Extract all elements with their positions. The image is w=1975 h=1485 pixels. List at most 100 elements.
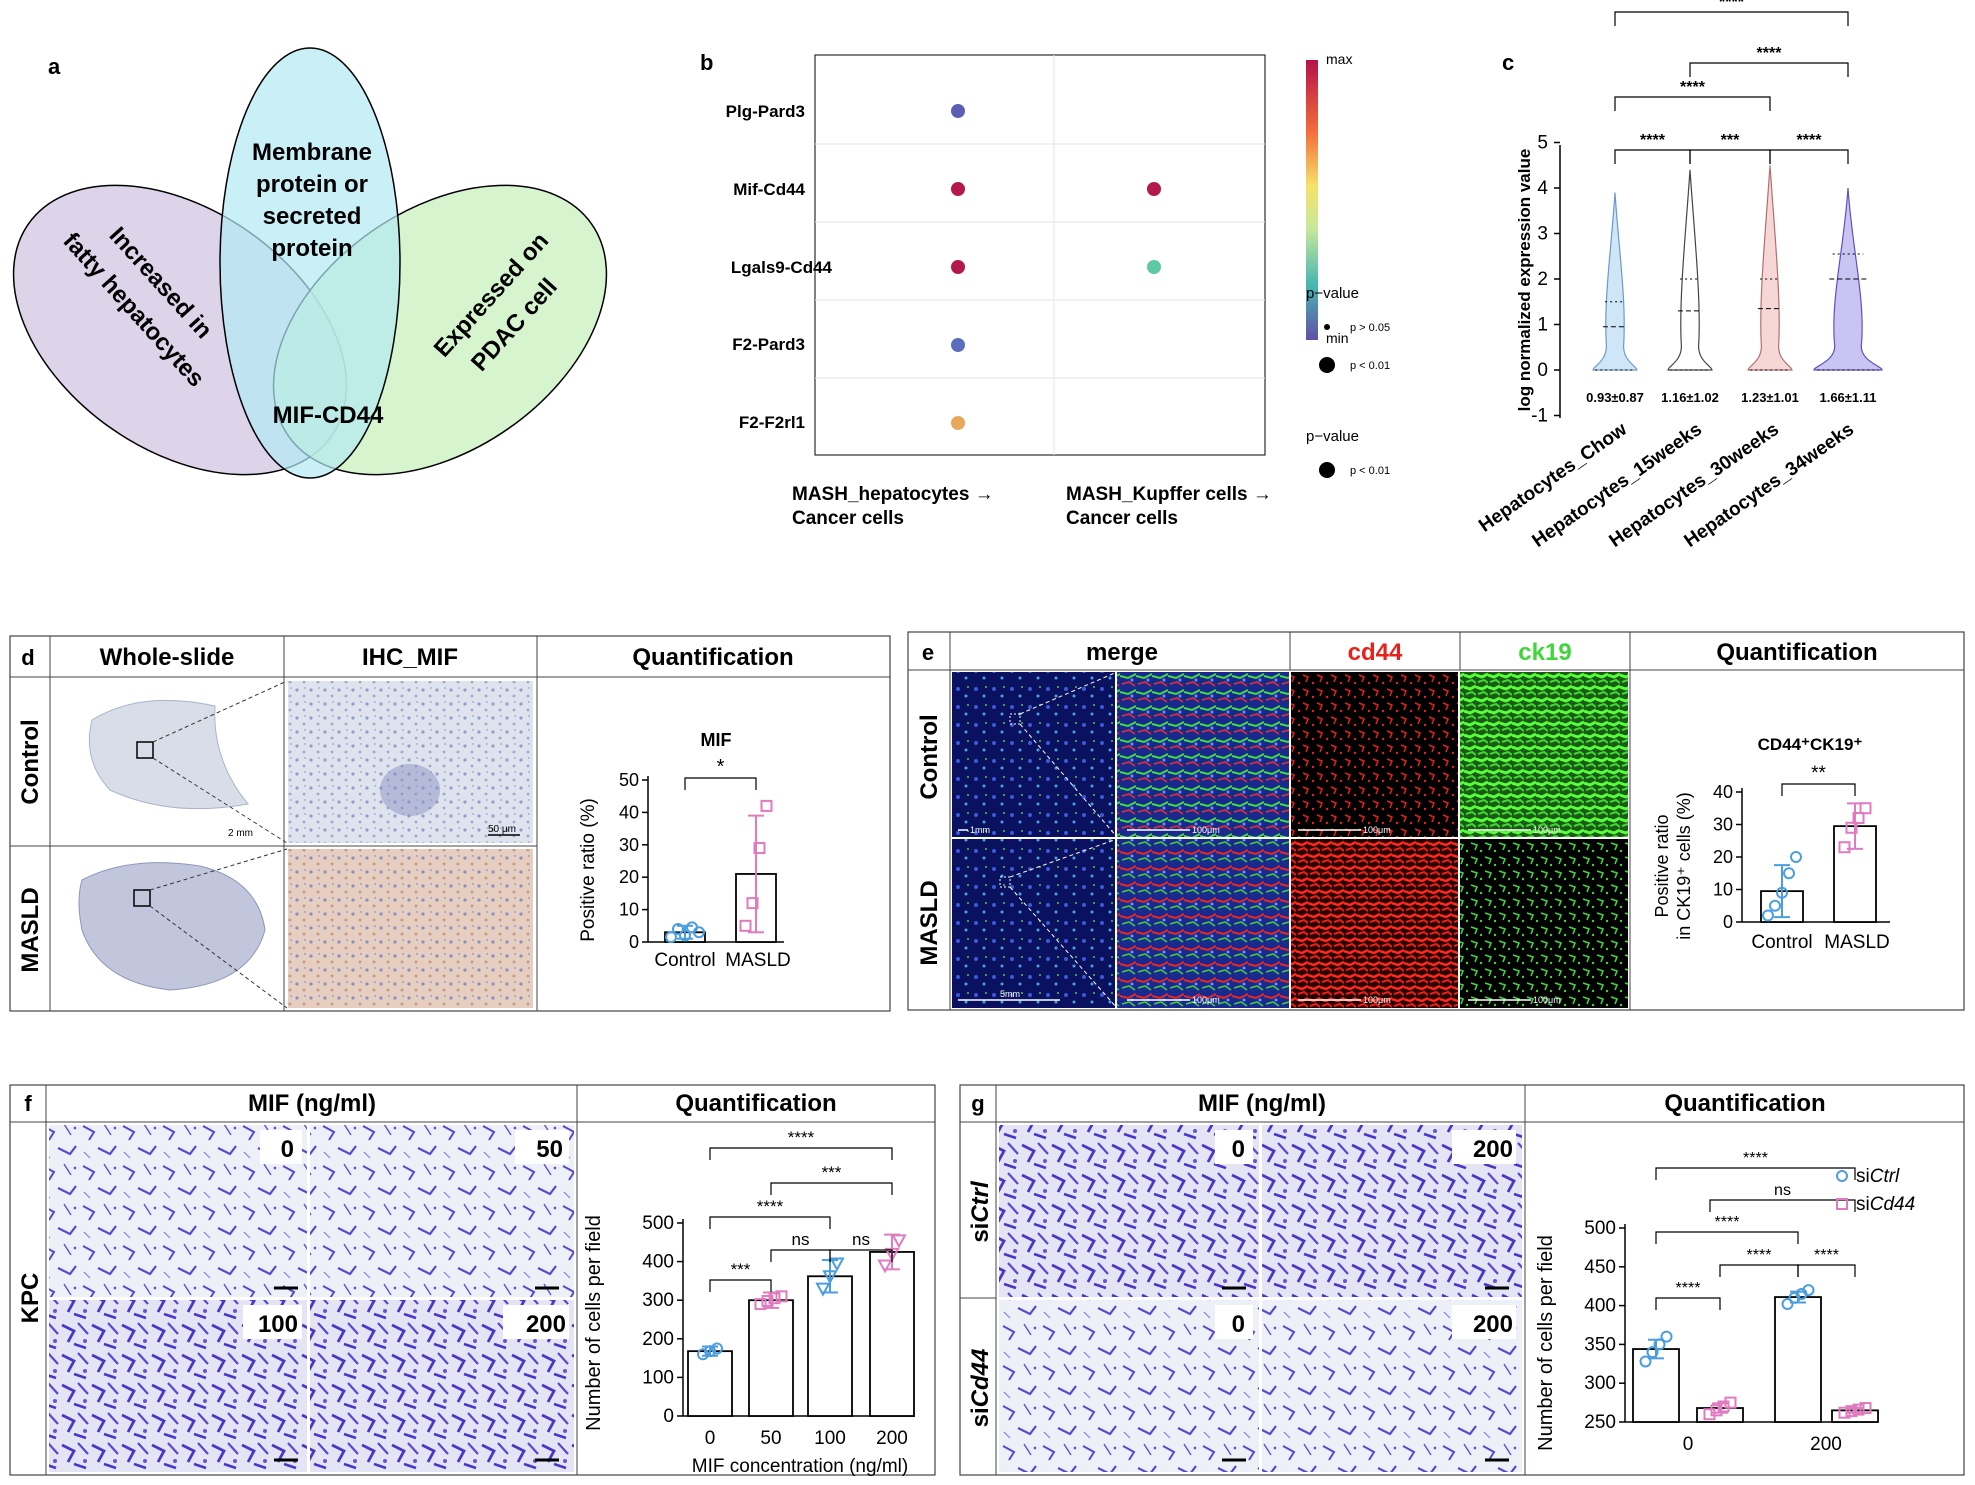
- panel-e-row-label: MASLD: [916, 880, 943, 965]
- legend2-item-1: p < 0.01: [1350, 465, 1390, 477]
- chart-e-y-tick-label: 30: [1713, 815, 1733, 835]
- chart-f-x-tick-label: 0: [705, 1428, 716, 1449]
- violin-stat: 1.66±1.11: [1819, 390, 1876, 405]
- fluo-ck19-control: [1460, 672, 1628, 837]
- fluo-cd44-control: [1291, 672, 1458, 837]
- legend-marker-sictrl: [1836, 1170, 1848, 1182]
- chart-f-bar: [807, 1275, 853, 1417]
- chart-g-significance-label: ****: [1676, 1280, 1701, 1297]
- well-label: 100: [258, 1311, 298, 1338]
- chart-e-y-tick-label: 20: [1713, 847, 1733, 867]
- chart-g-point: [1653, 1338, 1666, 1351]
- panel-f-header: Quantification: [675, 1090, 836, 1117]
- zoom-line: [1009, 838, 1118, 878]
- panel-e-header-ck19: ck19: [1518, 639, 1571, 666]
- chart-f-significance-bracket: [709, 1147, 893, 1160]
- chart-e-point: [1838, 841, 1851, 854]
- violin-y-tick-label: 4: [1537, 178, 1548, 199]
- chart-e-point: [1776, 886, 1788, 899]
- ihc-portal-region: [380, 764, 440, 816]
- chart-f-point: [877, 1259, 893, 1274]
- violin-shape: [1667, 169, 1713, 371]
- chart-e-y-tick-label: 0: [1723, 912, 1733, 932]
- chart-f-xlabel: MIF concentration (ng/ml): [692, 1456, 908, 1477]
- panel-c-letter: c: [1502, 50, 1514, 75]
- chart-f-significance-label: ns: [852, 1230, 870, 1249]
- dotplot-point: [951, 182, 965, 196]
- chart-g-x-tick-label: 200: [1810, 1434, 1842, 1455]
- panel-c: c log normalized expression value 5 4 3 2 1 0…: [1475, 0, 1883, 552]
- panel-d-header: IHC_MIF: [362, 644, 458, 671]
- panel-b-letter: b: [700, 50, 713, 75]
- ihc-control: [288, 681, 533, 843]
- panel-g-row-label: siCd44: [967, 1349, 994, 1428]
- chart-f-y-tick-label: 100: [642, 1367, 674, 1388]
- chart-f-point: [761, 1294, 774, 1307]
- dotplot-col-label-1b: Cancer cells: [792, 508, 904, 529]
- chart-g-significance-label: ****: [1747, 1247, 1772, 1264]
- venn-label-top-4: protein: [271, 235, 352, 262]
- well-label-box: [1215, 1305, 1253, 1339]
- chart-e-point: [1790, 851, 1802, 863]
- chart-e-point: [1783, 867, 1795, 880]
- dotplot-point: [951, 416, 965, 430]
- chart-e-ylabel: Positive ratio: [1652, 814, 1672, 917]
- panel-g: g MIF (ng/ml) Quantification siCtrl siCd…: [959, 1084, 1965, 1476]
- chart-g-point: [1838, 1406, 1851, 1419]
- chart-f-point: [697, 1348, 709, 1361]
- panel-f-header: MIF (ng/ml): [248, 1090, 376, 1117]
- chart-d-point: [746, 897, 759, 910]
- legend1-title: p−value: [1306, 285, 1359, 302]
- chart-f-point: [775, 1290, 788, 1303]
- violin-stat: 0.93±0.87: [1586, 390, 1644, 405]
- chart-g-significance-label: ****: [1743, 1150, 1768, 1167]
- chart-f-significance-label: ****: [788, 1128, 815, 1147]
- chart-g-point: [1724, 1396, 1737, 1409]
- zoom-line: [149, 848, 288, 891]
- well-label-box: [515, 1130, 569, 1164]
- panel-d: d Whole-slide IHC_MIF Quantification Con…: [9, 635, 891, 1012]
- chart-f-point: [768, 1292, 781, 1305]
- legend-dot-small: [1324, 324, 1330, 330]
- violin-y-tick-label: 2: [1537, 269, 1548, 290]
- well-label-box: [260, 1130, 302, 1164]
- chart-g-significance-bracket: [1719, 1264, 1799, 1277]
- chart-f-significance-label: ****: [757, 1197, 784, 1216]
- chart-f-significance-label: ns: [792, 1230, 810, 1249]
- chart-d-point: [665, 931, 677, 944]
- scale-label: 50 μm: [488, 824, 516, 835]
- fluo-overview-control: [952, 672, 1115, 837]
- well-label-box: [503, 1305, 569, 1339]
- colorbar: [1306, 60, 1318, 340]
- chart-g-significance-label: ****: [1814, 1247, 1839, 1264]
- fluo-overview-masld: [952, 839, 1115, 1008]
- chart-e-y-tick-label: 10: [1713, 880, 1733, 900]
- chart-g-bar: [1774, 1296, 1822, 1423]
- chart-g-y-tick-label: 250: [1584, 1412, 1616, 1433]
- dotplot-row-label: F2-F2rl1: [739, 413, 805, 432]
- chart-g-point: [1703, 1408, 1716, 1421]
- chart-g-y-tick-label: 350: [1584, 1334, 1616, 1355]
- chart-d-y-tick-label: 40: [619, 802, 639, 822]
- panel-f: f MIF (ng/ml) Quantification KPC 0 50 10…: [9, 1084, 936, 1477]
- chart-e-point: [1852, 812, 1865, 824]
- chart-f-significance-bracket: [829, 1249, 893, 1262]
- violin-y-tick-label: 1: [1537, 315, 1548, 336]
- panel-g-header: Quantification: [1664, 1090, 1825, 1117]
- scale-label: 100μm: [1363, 995, 1391, 1005]
- violin-stat: 1.16±1.02: [1661, 390, 1719, 405]
- chart-g-y-tick-label: 450: [1584, 1257, 1616, 1278]
- well-label-box: [1452, 1305, 1516, 1339]
- panel-a-letter: a: [48, 54, 61, 79]
- significance-bracket: [1614, 11, 1849, 26]
- venn-label-top-1: Membrane: [252, 139, 372, 166]
- chart-d-title: MIF: [701, 730, 732, 750]
- panel-d-row-label: MASLD: [17, 887, 44, 972]
- significance-bracket: [1769, 149, 1849, 164]
- violin-y-tick-label: 0: [1537, 360, 1548, 381]
- scale-label: 100μm: [1192, 995, 1220, 1005]
- dotplot-frame: [814, 54, 1266, 456]
- chart-f-bar: [869, 1251, 915, 1417]
- chart-e-title: CD44⁺CK19⁺: [1758, 735, 1863, 754]
